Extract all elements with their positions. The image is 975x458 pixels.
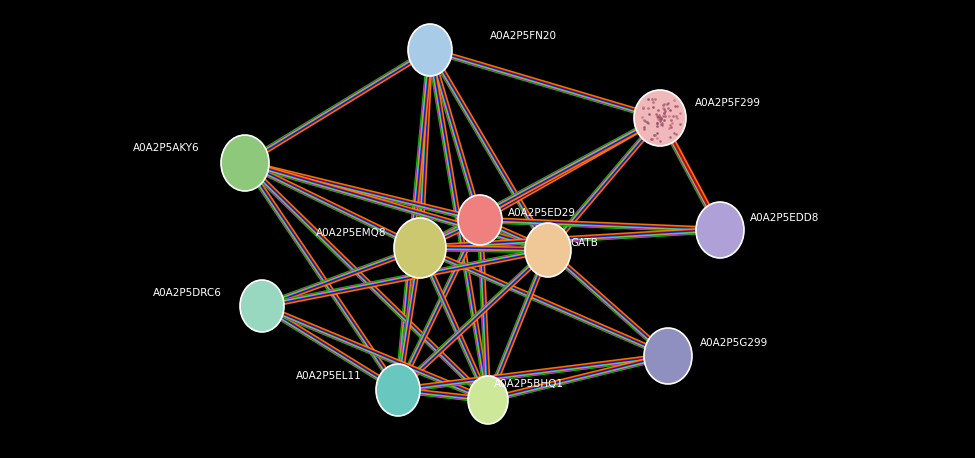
Text: A0A2P5ED29: A0A2P5ED29 [508, 208, 576, 218]
Text: A0A2P5EL11: A0A2P5EL11 [296, 371, 362, 381]
Text: A0A2P5EDD8: A0A2P5EDD8 [750, 213, 819, 223]
Ellipse shape [644, 328, 692, 384]
Ellipse shape [525, 223, 571, 277]
Text: A0A2P5DRC6: A0A2P5DRC6 [153, 288, 222, 298]
Ellipse shape [468, 376, 508, 424]
Text: A0A2P5EMQ8: A0A2P5EMQ8 [316, 228, 386, 238]
Ellipse shape [240, 280, 284, 332]
Text: A0A2P5G299: A0A2P5G299 [700, 338, 768, 348]
Text: A0A2P5F299: A0A2P5F299 [695, 98, 761, 108]
Text: A0A2P5AKY6: A0A2P5AKY6 [134, 143, 200, 153]
Ellipse shape [458, 195, 502, 245]
Ellipse shape [221, 135, 269, 191]
Text: GATB: GATB [570, 238, 598, 248]
Text: A0A2P5FN20: A0A2P5FN20 [490, 31, 557, 41]
Ellipse shape [376, 364, 420, 416]
Text: A0A2P5BHQ1: A0A2P5BHQ1 [494, 379, 564, 389]
Ellipse shape [696, 202, 744, 258]
Ellipse shape [394, 218, 446, 278]
Ellipse shape [408, 24, 452, 76]
Ellipse shape [634, 90, 686, 146]
